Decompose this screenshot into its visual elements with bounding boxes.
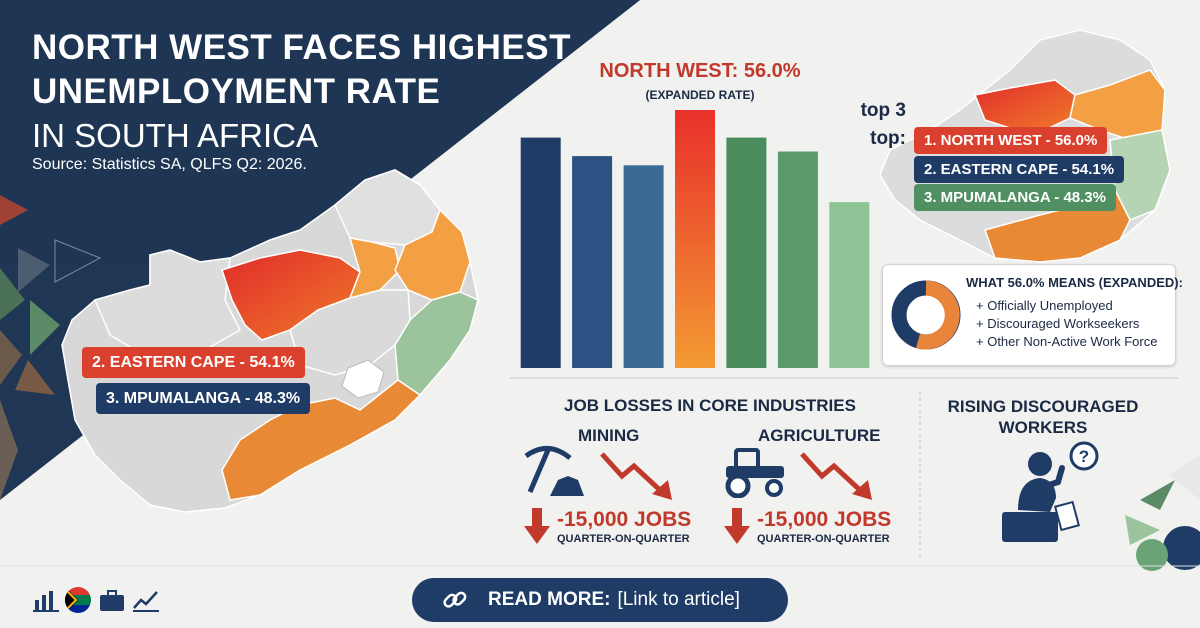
bar-chart-icon (33, 591, 59, 612)
discouraged-title: RISING DISCOURAGED WORKERS (930, 396, 1156, 438)
agriculture-label: AGRICULTURE (758, 426, 881, 445)
map-label-mpumalanga: 3. MPUMALANGA - 48.3% (96, 383, 311, 414)
mining-label: MINING (578, 426, 640, 445)
bar (520, 137, 561, 368)
discouraged-title-line2: WORKERS (998, 418, 1088, 437)
line-chart-icon (133, 591, 159, 612)
read-more-link[interactable]: [Link to article] (617, 589, 740, 610)
briefcase-icon (100, 590, 124, 611)
agriculture-jobs-value: -15,000 JOBS (757, 508, 892, 531)
job-losses-title: JOB LOSSES IN CORE INDUSTRIES (564, 396, 856, 415)
thinking-person-icon: ? (1002, 441, 1099, 542)
top3-item-1: 1. NORTH WEST - 56.0% (914, 127, 1108, 154)
expanded-item-2: + Discouraged Workseekers (976, 316, 1140, 331)
headline-line-3: IN SOUTH AFRICA (32, 117, 319, 154)
south-africa-flag-icon (65, 587, 91, 613)
headline-line-1: NORTH WEST FACES HIGHEST (32, 28, 571, 67)
decline-arrow-icon (800, 452, 872, 500)
top3-label-line2: top: (870, 128, 906, 149)
mining-period: QUARTER-ON-QUARTER (557, 533, 690, 545)
chart-title: NORTH WEST: 56.0% (599, 60, 801, 82)
tractor-icon (725, 448, 784, 498)
chart-subtitle: (EXPANDED RATE) (645, 88, 755, 102)
mining-jobs-value: -15,000 JOBS (557, 508, 692, 531)
down-arrow-icon (724, 508, 750, 544)
donut-chart-icon (891, 280, 961, 350)
top3-label-line1: top 3 (860, 100, 906, 121)
svg-text:?: ? (1079, 447, 1089, 466)
pickaxe-icon (524, 446, 584, 496)
source-text: Source: Statistics SA, QLFS Q2: 2026. (32, 156, 307, 173)
discouraged-title-line1: RISING DISCOURAGED (947, 397, 1139, 416)
top3-label: top 3 top: (856, 97, 906, 153)
bar (623, 165, 664, 368)
bar (726, 137, 767, 368)
expanded-title: WHAT 56.0% MEANS (EXPANDED): (966, 275, 1183, 290)
bar (572, 156, 613, 368)
map-label-eastern-cape: 2. EASTERN CAPE - 54.1% (82, 347, 305, 378)
link-icon (443, 591, 467, 608)
south-africa-map (61, 169, 479, 513)
read-more-label: READ MORE: (488, 589, 611, 610)
expanded-item-1: + Officially Unemployed (976, 298, 1113, 313)
headline-line-2: UNEMPLOYMENT RATE (32, 72, 441, 111)
bar (777, 151, 818, 368)
expanded-item-3: + Other Non-Active Work Force (976, 334, 1158, 349)
headline: NORTH WEST FACES HIGHEST UNEMPLOYMENT RA… (32, 26, 592, 158)
top3-item-2: 2. EASTERN CAPE - 54.1% (914, 156, 1125, 183)
bar-chart (520, 110, 870, 368)
agriculture-period: QUARTER-ON-QUARTER (757, 533, 890, 545)
top3-item-3: 3. MPUMALANGA - 48.3% (914, 184, 1116, 211)
bar-north-west (675, 110, 715, 368)
down-arrow-icon (524, 508, 550, 544)
read-more-button[interactable]: READ MORE: [Link to article] (412, 578, 788, 622)
bar (829, 202, 870, 368)
decline-arrow-icon (600, 452, 672, 500)
